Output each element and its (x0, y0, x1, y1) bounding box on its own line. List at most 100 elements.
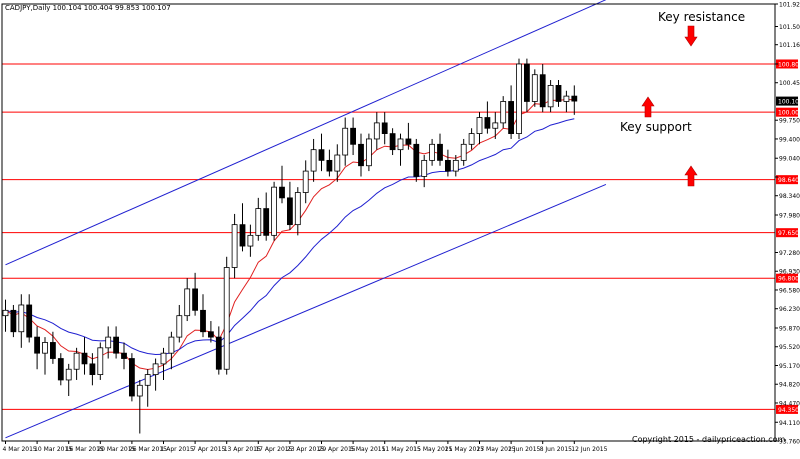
candle-14 (113, 326, 119, 359)
y-tick-label-7: 99.400 (779, 136, 800, 143)
candle-34 (271, 181, 278, 241)
y-tick-label-0: 101.920 (779, 2, 800, 9)
candle-body (547, 85, 554, 108)
x-tick-label-15: 27 May 2015 (477, 446, 516, 453)
candle-7 (57, 353, 64, 386)
candle-body (97, 347, 104, 375)
candle-body (128, 358, 135, 397)
candle-21 (168, 331, 175, 370)
candles (2, 58, 578, 434)
candle-33 (263, 192, 270, 241)
x-tick-label-2: 16 Mar 2015 (66, 446, 104, 453)
x-tick-label-16: 2 Jun 2015 (508, 446, 540, 453)
y-tick-label-13: 96.930 (779, 269, 800, 276)
level-tag-bg (776, 404, 798, 414)
x-tick-label-7: 13 Apr 2015 (224, 446, 261, 453)
level-tag-bg (776, 107, 798, 117)
candle-body (136, 384, 143, 397)
support-arrow-up-icon (641, 96, 655, 118)
candle-body (524, 63, 530, 102)
candle-56 (444, 149, 451, 177)
candle-body (437, 143, 443, 161)
y-tick-label-8: 99.040 (779, 156, 800, 163)
candle-51 (405, 122, 412, 150)
candle-body (271, 186, 278, 236)
candle-body (89, 363, 96, 375)
candle-body (113, 336, 119, 354)
candle-body (302, 170, 309, 193)
candle-12 (97, 342, 104, 380)
candle-body (492, 122, 499, 129)
y-tick-label-4: 100.450 (779, 80, 800, 87)
level-tag-bg (776, 228, 798, 238)
candle-body (65, 368, 72, 381)
candle-16 (128, 353, 135, 402)
candle-body (468, 133, 475, 145)
candle-13 (105, 326, 112, 359)
candle-42 (334, 144, 341, 182)
candle-body (476, 117, 483, 135)
candle-55 (437, 133, 443, 166)
y-tick-label-10: 98.340 (779, 193, 800, 200)
candle-body (563, 95, 570, 102)
candle-body (444, 159, 451, 172)
candle-63 (500, 96, 507, 129)
candle-47 (373, 112, 380, 150)
candle-body (460, 143, 467, 161)
x-tick-label-6: 7 Apr 2015 (192, 446, 225, 453)
candle-54 (429, 138, 436, 166)
candle-15 (121, 342, 127, 370)
candle-45 (358, 133, 364, 177)
key-resistance-label: Key resistance (658, 10, 745, 24)
candle-body (318, 149, 325, 161)
candle-body (381, 122, 388, 135)
candle-61 (484, 101, 491, 134)
trend-channel (5, 0, 607, 439)
y-tick-label-15: 96.230 (779, 306, 800, 313)
candle-26 (207, 321, 214, 343)
y-tick-label-18: 95.170 (779, 363, 800, 370)
y-tick-label-14: 96.580 (779, 287, 800, 294)
candle-body (516, 63, 522, 135)
candle-3 (26, 294, 33, 343)
candle-24 (192, 272, 199, 316)
candle-body (73, 352, 80, 370)
candle-49 (389, 128, 396, 156)
candle-body (555, 85, 562, 102)
candle-23 (184, 278, 191, 322)
candle-body (373, 122, 380, 140)
candle-5 (42, 337, 48, 375)
candle-body (50, 342, 56, 359)
y-tick-label-2: 101.160 (779, 42, 800, 49)
y-tick-label-1: 101.500 (779, 24, 800, 31)
candle-body (144, 374, 151, 386)
candle-11 (89, 353, 96, 386)
x-tick-label-11: 5 May 2015 (350, 446, 385, 453)
breakout-arrow-up-icon (684, 165, 698, 187)
candle-body (34, 336, 40, 354)
y-tick-label-20: 94.470 (779, 400, 800, 407)
candle-35 (279, 165, 285, 204)
candle-body (223, 267, 230, 370)
y-tick-label-12: 97.280 (779, 250, 800, 257)
x-tick-label-8: 17 Apr 2015 (255, 446, 292, 453)
x-tick-label-3: 20 Mar 2015 (97, 446, 135, 453)
candle-57 (452, 155, 459, 177)
candle-25 (200, 294, 206, 338)
x-tick-label-0: 4 Mar 2015 (3, 446, 37, 453)
horizontal-levels (2, 63, 775, 410)
x-tick-label-1: 10 Mar 2015 (34, 446, 72, 453)
level-tag-label: 100.800 (778, 61, 800, 68)
channel-line-0 (5, 0, 607, 266)
candle-4 (34, 326, 40, 370)
y-tick-label-21: 94.110 (779, 420, 800, 427)
candle-60 (476, 112, 483, 145)
candle-body (2, 309, 9, 317)
candle-body (365, 138, 372, 167)
level-tag-label: 96.800 (778, 276, 799, 283)
x-tick-label-10: 29 Apr 2015 (319, 446, 356, 453)
plot-frame (1, 3, 776, 442)
candle-body (531, 74, 538, 102)
level-tag-label: 100.000 (778, 110, 800, 117)
